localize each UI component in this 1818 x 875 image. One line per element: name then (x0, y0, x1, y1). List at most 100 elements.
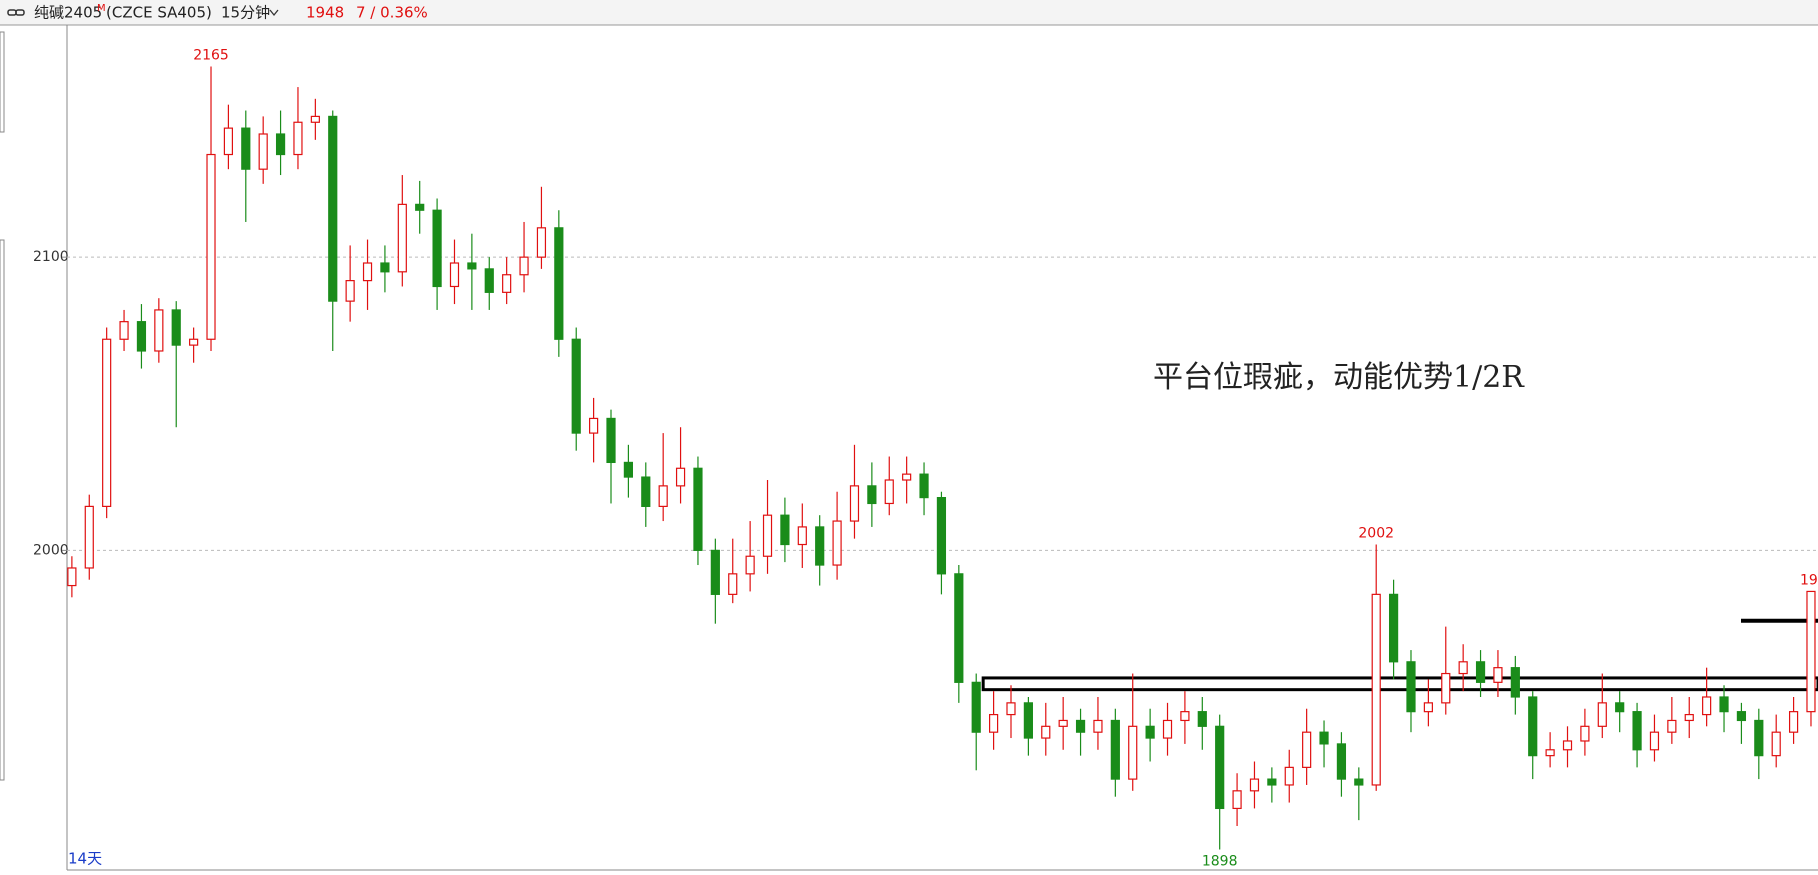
side-panel (0, 31, 5, 133)
candle-body (1075, 719, 1086, 733)
candle-body (1284, 766, 1294, 786)
candle-body (954, 573, 964, 683)
candle-body (1615, 702, 1625, 713)
candle-body (1197, 711, 1207, 727)
side-panel (0, 239, 5, 781)
candle-body (1736, 711, 1747, 722)
high-label: 1986 (1800, 572, 1818, 588)
candle-body (1580, 725, 1590, 742)
period-dropdown[interactable] (269, 9, 279, 17)
candle-body (902, 473, 912, 481)
candle-body (1128, 725, 1138, 780)
candle-body (1754, 719, 1764, 757)
candle-body (310, 115, 320, 123)
candle-body (1319, 731, 1329, 745)
candle-body (728, 573, 738, 595)
candle-body (589, 417, 599, 434)
range-label: 14天 (68, 850, 102, 868)
candle-body (710, 549, 720, 595)
zone (981, 676, 1818, 692)
y-tick-label: 2000 (33, 542, 69, 558)
candle-body (536, 227, 547, 258)
y-tick-label: 2100 (33, 249, 69, 265)
candle-body (745, 555, 755, 575)
candle-body (919, 473, 929, 499)
candle-body (502, 274, 512, 293)
candle-body (971, 681, 981, 733)
candle-body (884, 479, 894, 505)
candle-body (1110, 719, 1120, 780)
candle-body (362, 262, 373, 282)
candle-body (1215, 725, 1225, 810)
candle-body (675, 467, 686, 487)
change: 7 / 0.36% (356, 4, 428, 22)
candle-body (554, 227, 564, 340)
candle-body (432, 209, 442, 288)
candle-body (380, 262, 390, 273)
candle-body (102, 338, 112, 507)
candle-body (1371, 593, 1381, 786)
candle-body (658, 485, 668, 507)
candle-body (397, 203, 407, 273)
candle-body (1336, 743, 1347, 780)
candle-body (1232, 790, 1242, 810)
candle-body (867, 485, 877, 505)
candle-body (449, 262, 460, 288)
candle-body (1528, 696, 1538, 757)
candle-body (989, 713, 999, 733)
candle-body (84, 505, 94, 569)
candle-body (1249, 778, 1260, 792)
candle-body (189, 338, 199, 346)
candle-body (484, 268, 494, 293)
candle-body (1058, 719, 1068, 727)
candle-body (693, 467, 703, 551)
link-icon[interactable] (7, 9, 25, 16)
candle-body (780, 514, 790, 546)
candle-body (1041, 725, 1051, 739)
candle-body (1702, 696, 1712, 716)
candle-body (1562, 740, 1573, 751)
high-label: 2002 (1358, 526, 1394, 542)
high-label: 2165 (193, 48, 229, 64)
candle-body (67, 567, 77, 587)
header-bar (0, 0, 1818, 25)
candle-body (328, 115, 338, 302)
last-price: 1948 (306, 4, 344, 22)
candle-body (258, 133, 268, 170)
candle-body (1267, 778, 1277, 786)
candle-body (936, 496, 947, 575)
candle-body (293, 121, 303, 156)
candle-body (1771, 731, 1781, 757)
code: (CZCE SA405) (106, 4, 212, 22)
low-label: 1898 (1202, 853, 1238, 869)
candle-body (1093, 719, 1103, 733)
candle-body (171, 309, 181, 346)
candle-body (762, 514, 773, 557)
candle-body (1180, 711, 1190, 722)
annotation: 平台位瑕疵，动能优势1/2R (1153, 360, 1525, 395)
candle-body (1545, 749, 1555, 757)
candle-body (1684, 713, 1694, 722)
candle-body (1493, 667, 1503, 683)
period[interactable]: 15分钟 (221, 4, 270, 22)
candle-body (1406, 661, 1416, 713)
candle-body (1354, 778, 1364, 786)
candle-body (1006, 702, 1016, 716)
candle-body (519, 256, 529, 276)
candle-body (1597, 702, 1607, 727)
candle-body (1632, 711, 1642, 751)
candle-body (797, 526, 807, 546)
candle-body (1719, 696, 1729, 713)
candle-body (1145, 725, 1155, 739)
candle-body (606, 417, 616, 464)
candle-body (571, 338, 581, 434)
candle-body (241, 127, 251, 170)
candle-body (1667, 719, 1677, 733)
symbol: 纯碱2405 (34, 4, 102, 22)
candle-body (849, 485, 860, 522)
candle-body (275, 133, 286, 156)
candle-body (1649, 731, 1660, 751)
candle-body (206, 153, 216, 340)
